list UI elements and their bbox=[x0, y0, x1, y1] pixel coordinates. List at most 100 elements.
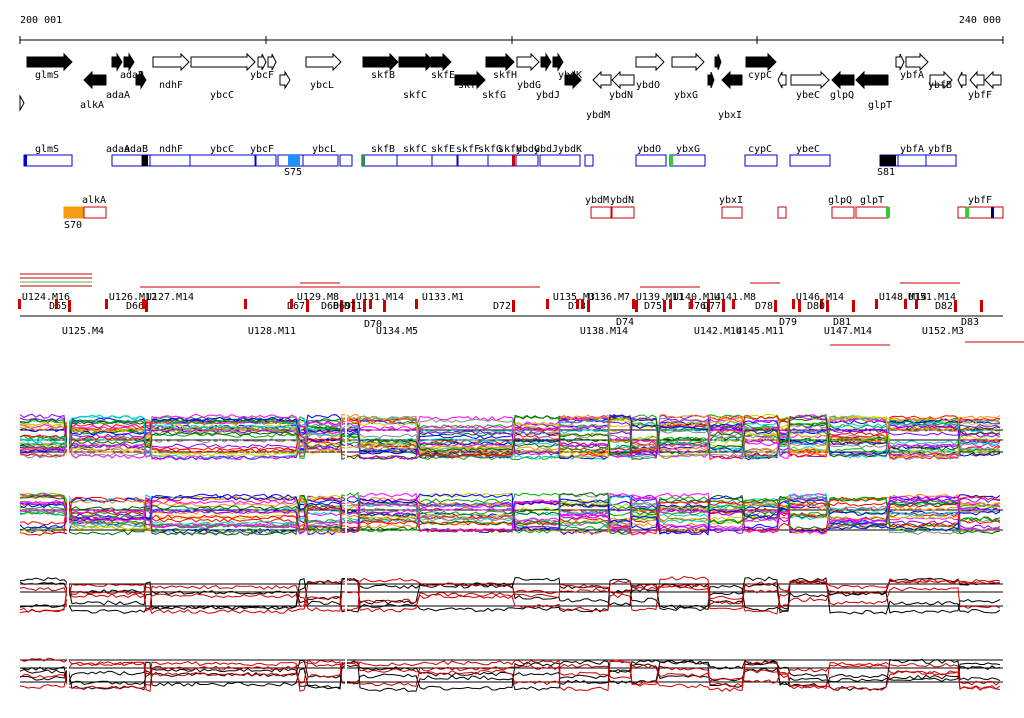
segment-label: D78 bbox=[755, 301, 773, 312]
unit-label: skfB bbox=[371, 144, 395, 155]
segment-label: D76 bbox=[688, 301, 706, 312]
segment-tick bbox=[707, 299, 710, 309]
unit-box bbox=[789, 154, 831, 167]
gene-label: ybfA bbox=[900, 70, 924, 81]
unit-box bbox=[302, 154, 339, 167]
gene-arrow bbox=[831, 70, 855, 90]
gene-arrow bbox=[895, 53, 905, 71]
gene-label: skfG bbox=[482, 90, 506, 101]
gene-label: ybcF bbox=[250, 70, 274, 81]
unit-label: ybxG bbox=[676, 144, 700, 155]
unit-box bbox=[189, 154, 256, 167]
segment-label: U139.M11 bbox=[636, 292, 684, 303]
segment-label: U131.M14 bbox=[356, 292, 404, 303]
trace bbox=[19, 659, 1001, 693]
reverse-box bbox=[992, 206, 1004, 219]
unit-box bbox=[635, 154, 667, 167]
unit-label: ybcC bbox=[210, 144, 234, 155]
gene-label: ybfB bbox=[928, 80, 952, 91]
unit-box bbox=[255, 154, 277, 167]
trace bbox=[19, 492, 1001, 535]
trace bbox=[19, 417, 1001, 461]
gene-arrow bbox=[257, 53, 267, 71]
reverse-box bbox=[957, 206, 967, 219]
segment-tick bbox=[68, 300, 71, 312]
unit-label: skfC bbox=[403, 144, 427, 155]
segment-label: D83 bbox=[961, 317, 979, 328]
segment-tick bbox=[512, 300, 515, 312]
segment-label: U147.M14 bbox=[824, 326, 872, 337]
unit-mark bbox=[512, 155, 515, 166]
unit-label: ybeC bbox=[796, 144, 820, 155]
segment-tick bbox=[820, 299, 823, 309]
unit-box bbox=[396, 154, 433, 167]
reverse-box bbox=[611, 206, 635, 219]
segment-label: U125.M4 bbox=[62, 326, 104, 337]
gene-label: ybdG bbox=[517, 80, 541, 91]
gene-arrow bbox=[592, 70, 612, 90]
gene-arrow bbox=[83, 70, 107, 90]
unit-label: glmS bbox=[35, 144, 59, 155]
segment-label: U128.M11 bbox=[248, 326, 296, 337]
gene-arrow bbox=[279, 70, 291, 90]
gene-label: skfF bbox=[458, 80, 482, 91]
reverse-box bbox=[83, 206, 107, 219]
segment-label: D67 bbox=[287, 301, 305, 312]
gene-arrow bbox=[984, 70, 1002, 90]
gene-arrow bbox=[855, 70, 889, 90]
segment-tick bbox=[663, 300, 666, 312]
gene-arrow bbox=[611, 70, 635, 90]
unit-mark bbox=[880, 155, 896, 166]
segment-tick bbox=[732, 299, 735, 309]
unit-label: ybfA bbox=[900, 144, 924, 155]
unit-label: ybdK bbox=[558, 144, 582, 155]
segment-label: D81 bbox=[833, 317, 851, 328]
gene-label: ybcL bbox=[310, 80, 334, 91]
gene-arrow bbox=[26, 52, 73, 72]
unit-label: ybcL bbox=[312, 144, 336, 155]
segment-label: U135.M3 bbox=[553, 292, 595, 303]
gene-label: skfC bbox=[403, 90, 427, 101]
segment-tick bbox=[18, 299, 21, 309]
unit-box bbox=[431, 154, 458, 167]
gene-arrow bbox=[454, 70, 486, 90]
unit-label: adaB bbox=[124, 144, 148, 155]
segment-label: D77 bbox=[703, 301, 721, 312]
segment-tick bbox=[980, 300, 983, 312]
reverse-box bbox=[590, 206, 612, 219]
unit-box bbox=[584, 154, 594, 167]
segment-label: D72 bbox=[493, 301, 511, 312]
trace bbox=[19, 576, 1001, 615]
segment-tick bbox=[904, 299, 907, 309]
reverse-box bbox=[855, 206, 889, 219]
gene-label: cypC bbox=[748, 70, 772, 81]
gene-label: ybxG bbox=[674, 90, 698, 101]
gene-arrow bbox=[111, 52, 123, 72]
segment-tick bbox=[875, 299, 878, 309]
segment-label: U133.M1 bbox=[422, 292, 464, 303]
gene-arrow bbox=[671, 52, 705, 72]
segment-label: D66 bbox=[126, 301, 144, 312]
gene-label: ybdJ bbox=[536, 90, 560, 101]
segment-tick bbox=[852, 300, 855, 312]
segment-tick bbox=[55, 299, 58, 309]
segment-tick bbox=[105, 299, 108, 309]
gene-label: alkA bbox=[80, 100, 104, 111]
segment-label: U145.M11 bbox=[736, 326, 784, 337]
unit-label: skfF bbox=[456, 144, 480, 155]
segment-label: U152.M3 bbox=[922, 326, 964, 337]
gene-arrow bbox=[430, 52, 452, 72]
unit-label: ybcF bbox=[250, 144, 274, 155]
trace bbox=[19, 413, 1001, 458]
trace bbox=[19, 659, 1001, 692]
segment-tick bbox=[340, 300, 343, 312]
gene-label: skfB bbox=[371, 70, 395, 81]
unit-label: adaA bbox=[106, 144, 130, 155]
segment-tick bbox=[142, 299, 145, 309]
gene-arrow bbox=[721, 70, 743, 90]
unit-label: ybfB bbox=[928, 144, 952, 155]
gene-arrow bbox=[929, 70, 953, 90]
gene-arrow bbox=[152, 52, 190, 72]
unit-box bbox=[744, 154, 778, 167]
